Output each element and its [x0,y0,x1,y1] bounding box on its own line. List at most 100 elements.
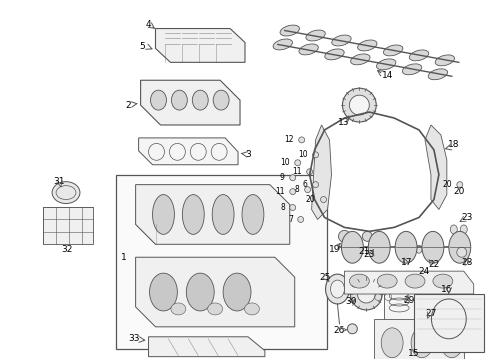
Text: 11: 11 [275,187,285,196]
Text: 7: 7 [288,215,293,224]
Bar [414,294,484,352]
Ellipse shape [342,231,363,263]
Ellipse shape [428,69,447,80]
Ellipse shape [450,225,457,234]
Ellipse shape [325,274,349,304]
Ellipse shape [242,195,264,234]
Ellipse shape [305,186,311,193]
Text: 28: 28 [461,258,472,267]
Ellipse shape [441,328,463,358]
Ellipse shape [358,40,377,51]
Text: 24: 24 [418,267,430,276]
Ellipse shape [433,274,453,288]
Ellipse shape [294,160,301,166]
Ellipse shape [339,230,350,242]
Text: 23: 23 [461,213,472,222]
Ellipse shape [325,49,344,60]
Ellipse shape [172,90,187,110]
Ellipse shape [299,137,305,143]
Text: 23: 23 [364,250,375,259]
Ellipse shape [299,44,318,55]
Text: 18: 18 [448,140,460,149]
Polygon shape [141,80,240,125]
Text: 29: 29 [403,297,415,306]
Text: 12: 12 [284,135,294,144]
Polygon shape [136,185,290,244]
Ellipse shape [402,64,422,75]
Text: 33: 33 [128,334,139,343]
Ellipse shape [395,231,417,263]
Text: 10: 10 [280,158,290,167]
Ellipse shape [457,247,467,257]
Text: 4: 4 [146,20,151,29]
Text: 8: 8 [280,203,285,212]
Text: 25: 25 [319,273,330,282]
Ellipse shape [208,303,222,315]
Ellipse shape [424,245,430,253]
Ellipse shape [320,197,326,203]
Ellipse shape [290,189,295,195]
Ellipse shape [381,328,403,358]
Text: 20: 20 [306,195,316,204]
Bar [116,175,326,349]
Polygon shape [136,257,294,327]
Text: 22: 22 [428,260,440,269]
Text: 2: 2 [126,100,131,109]
Text: 21: 21 [359,247,370,256]
Ellipse shape [432,245,438,253]
Ellipse shape [409,50,429,61]
Ellipse shape [307,169,313,175]
Ellipse shape [351,54,370,65]
Text: 11: 11 [292,167,302,176]
Ellipse shape [460,225,467,234]
Polygon shape [148,337,265,357]
Ellipse shape [332,35,351,46]
Ellipse shape [416,245,422,253]
Ellipse shape [273,39,293,50]
Ellipse shape [376,59,396,70]
Polygon shape [344,271,474,294]
Ellipse shape [213,90,229,110]
Text: 32: 32 [61,245,73,254]
Text: 15: 15 [408,349,420,358]
Text: 3: 3 [245,150,251,159]
Text: 9: 9 [280,173,285,182]
Ellipse shape [435,55,455,66]
Bar [374,319,464,360]
Text: 20: 20 [442,180,452,189]
Ellipse shape [280,25,299,36]
Polygon shape [139,138,238,165]
Text: 31: 31 [53,177,65,186]
Ellipse shape [362,231,372,241]
Text: 10: 10 [298,150,308,159]
Text: 14: 14 [382,71,393,80]
Ellipse shape [343,88,376,122]
Ellipse shape [347,324,357,334]
Ellipse shape [313,182,318,188]
Text: 30: 30 [345,297,357,306]
Ellipse shape [331,280,344,298]
Ellipse shape [149,273,177,311]
Ellipse shape [349,95,369,115]
Ellipse shape [192,90,208,110]
Ellipse shape [377,274,397,288]
Text: 27: 27 [425,309,437,318]
Polygon shape [312,125,332,220]
Bar [384,277,466,329]
Text: 26: 26 [334,326,345,335]
Ellipse shape [457,182,463,188]
Ellipse shape [306,30,325,41]
Ellipse shape [405,274,425,288]
Text: 16: 16 [441,284,453,293]
Ellipse shape [384,45,403,56]
Ellipse shape [290,204,295,211]
Ellipse shape [411,328,433,358]
Ellipse shape [152,195,174,234]
Ellipse shape [368,231,390,263]
Text: 8: 8 [295,185,300,194]
Bar [43,207,93,244]
Ellipse shape [223,273,251,311]
Ellipse shape [171,303,186,315]
Ellipse shape [349,274,369,288]
Ellipse shape [357,285,375,303]
